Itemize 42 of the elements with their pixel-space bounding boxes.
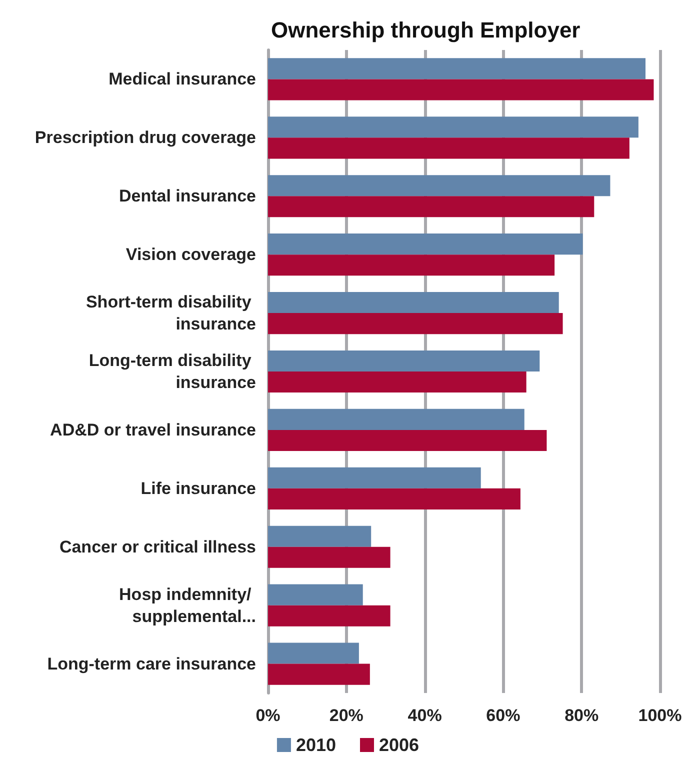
bar: [268, 116, 638, 138]
bar: [268, 58, 646, 80]
legend-label: 2010: [296, 735, 336, 755]
y-tick-label: AD&D or travel insurance: [50, 420, 256, 440]
bar: [268, 605, 390, 626]
bar: [268, 526, 372, 547]
bar: [268, 292, 559, 314]
y-tick-label: Vision coverage: [126, 245, 256, 264]
bar: [268, 546, 390, 568]
y-tick-label: Short-term disability insurance: [86, 292, 256, 334]
y-tick-label: Dental insurance: [119, 186, 256, 206]
y-tick-label: Long-term disability insurance: [88, 351, 256, 392]
x-tick-label: 80%: [564, 706, 599, 725]
y-tick-label: Long-term care insurance: [47, 654, 256, 674]
bar: [268, 372, 526, 393]
bar: [268, 138, 630, 159]
bar: [268, 175, 610, 196]
x-tick-label: 100%: [638, 706, 682, 725]
y-tick-label: Cancer or critical illness: [59, 537, 256, 556]
bar: [268, 488, 520, 510]
bar: [268, 467, 481, 488]
chart-title: Ownership through Employer: [271, 18, 581, 42]
legend-label: 2006: [379, 735, 420, 755]
bar: [268, 664, 370, 685]
bar: [268, 79, 654, 100]
bar: [268, 350, 540, 372]
bar: [268, 584, 363, 606]
y-tick-label: Prescription drug coverage: [34, 128, 256, 148]
x-tick-label: 40%: [408, 706, 442, 725]
bar: [268, 234, 583, 255]
bar: [268, 430, 547, 451]
y-tick-label: Life insurance: [140, 478, 256, 498]
bar: [268, 408, 524, 430]
y-tick-label: Medical insurance: [108, 70, 256, 89]
bar: [268, 196, 594, 218]
x-tick-label: 0%: [256, 706, 280, 725]
bar: [268, 254, 555, 276]
x-tick-label: 20%: [329, 706, 364, 725]
bar: [268, 642, 359, 664]
y-tick-label: Hosp indemnity/ supplemental...: [119, 584, 256, 626]
x-tick-label: 60%: [486, 706, 520, 725]
bar: [268, 313, 563, 334]
